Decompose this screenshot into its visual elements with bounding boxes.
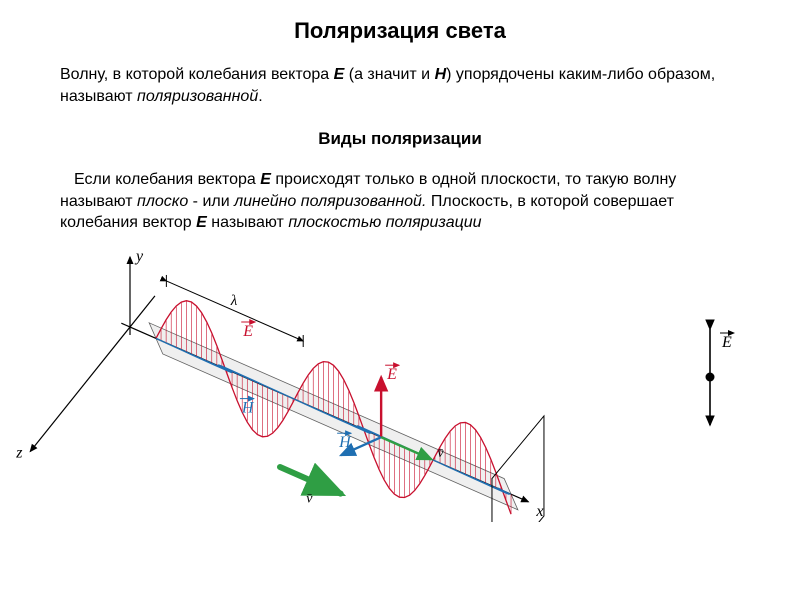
paragraph-2: Если колебания вектора E происходят толь…	[60, 169, 750, 234]
svg-text:z: z	[15, 444, 23, 461]
svg-text:H: H	[241, 400, 255, 417]
svg-text:E: E	[242, 323, 253, 340]
svg-text:E: E	[721, 334, 732, 351]
page-title: Поляризация света	[0, 18, 800, 44]
svg-text:λ: λ	[230, 293, 238, 309]
wave-svg: xyzλEHEHv̄v̄SE	[0, 242, 800, 522]
svg-text:y: y	[134, 248, 144, 265]
svg-text:v̄: v̄	[437, 446, 444, 461]
subheading: Виды поляризации	[0, 129, 800, 149]
paragraph-1: Волну, в которой колебания вектора E (а …	[60, 64, 750, 107]
svg-text:H: H	[338, 434, 352, 451]
wave-diagram: xyzλEHEHv̄v̄SE	[0, 242, 800, 522]
svg-text:v̄: v̄	[306, 491, 313, 506]
svg-text:E: E	[386, 366, 397, 383]
